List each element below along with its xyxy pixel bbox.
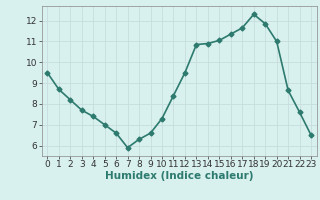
X-axis label: Humidex (Indice chaleur): Humidex (Indice chaleur) (105, 171, 253, 181)
